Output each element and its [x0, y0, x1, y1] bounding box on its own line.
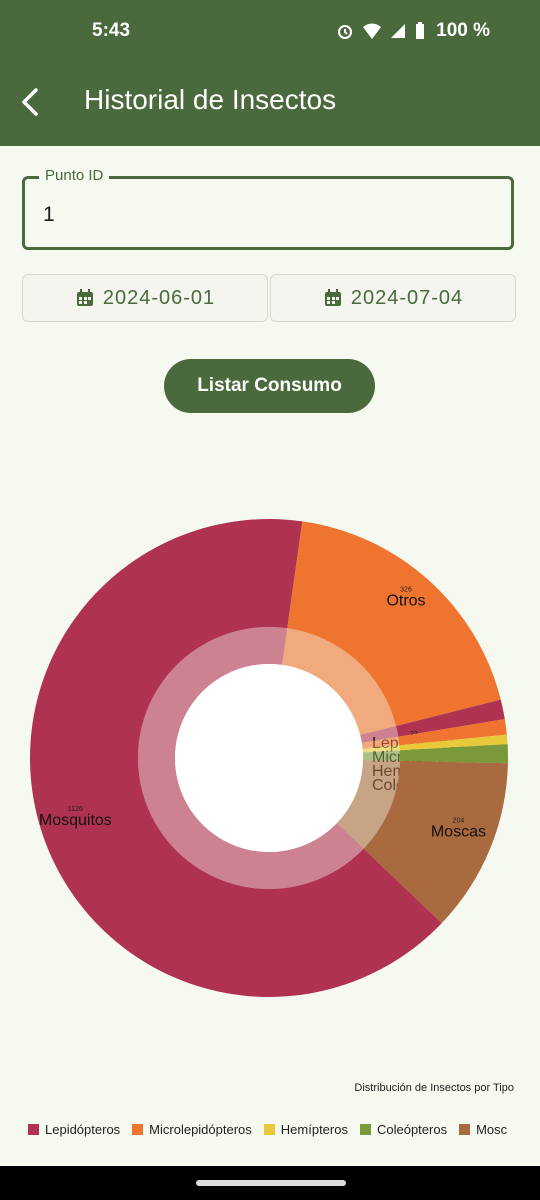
pie-inner-slice-mosquitos	[138, 627, 364, 889]
calendar-icon	[76, 289, 93, 306]
chart-title: Distribución de Insectos por Tipo	[354, 1082, 514, 1094]
battery-icon	[416, 22, 425, 39]
slice-label: Mosquitos	[39, 812, 112, 829]
donut-hole	[175, 664, 363, 852]
legend-swatch	[132, 1124, 144, 1135]
app-bar: Historial de Insectos	[0, 64, 540, 146]
end-date-button[interactable]: 2024-07-04	[270, 274, 516, 322]
status-right: 100 %	[336, 20, 490, 42]
legend-swatch	[28, 1124, 39, 1135]
pie-inner-slice-microlepidopteros	[361, 736, 400, 749]
signal-icon	[391, 24, 406, 38]
start-date-button[interactable]: 2024-06-01	[22, 274, 268, 322]
pie-inner-slice-otros	[282, 628, 397, 736]
legend-swatch	[359, 1124, 371, 1135]
chart-legend: Lepidópteros Microlepidópteros Hemípteros C…	[28, 1122, 540, 1137]
legend-label: Coleópteros	[376, 1122, 448, 1137]
status-bar: 5:43 100 %	[0, 0, 540, 64]
legend-item: Hemípteros	[263, 1122, 348, 1137]
back-arrow-icon[interactable]	[14, 84, 50, 120]
wifi-icon	[363, 23, 382, 39]
status-time: 5:43	[92, 20, 131, 41]
calendar-icon	[324, 289, 341, 306]
legend-label: Lepidópteros	[45, 1122, 121, 1137]
punto-id-label: Punto ID	[39, 167, 110, 184]
pie-inner-slice-coleopteros	[362, 750, 401, 761]
page-title: Historial de Insectos	[84, 84, 337, 115]
punto-id-field[interactable]: Punto ID 1	[22, 167, 514, 250]
pie-slice-moscas[interactable]	[363, 760, 508, 924]
pie-slice-hemipteros[interactable]	[399, 734, 508, 751]
legend-swatch	[263, 1124, 275, 1135]
battery-level: 100 %	[436, 20, 490, 41]
legend-label: Hemípteros	[280, 1122, 348, 1137]
legend-swatch	[459, 1124, 471, 1135]
start-date-label: 2024-06-01	[102, 286, 216, 309]
status-icons	[336, 22, 426, 40]
slice-label: Moscas	[431, 823, 486, 840]
punto-id-value[interactable]: 1	[43, 203, 55, 226]
slice-value-label: 1126	[68, 806, 83, 813]
pie-inner-slice-moscas	[336, 760, 400, 849]
pie-slice-microlepidopteros[interactable]	[398, 719, 507, 746]
pie-inner-slice-lepidopteros	[360, 725, 399, 743]
legend-item: Microlepidópteros	[132, 1122, 252, 1137]
list-consumption-button[interactable]: Listar Consumo	[164, 359, 375, 413]
slice-value-label: 326	[400, 587, 412, 594]
pie-slice-coleopteros[interactable]	[399, 744, 508, 764]
home-handle[interactable]	[196, 1180, 346, 1186]
legend-label: Mosc	[476, 1122, 508, 1137]
pie-inner-slice-hemipteros	[362, 745, 400, 753]
end-date-label: 2024-07-04	[350, 286, 464, 309]
legend-item: Lepidópteros	[28, 1122, 120, 1137]
navigation-bar	[0, 1166, 540, 1200]
pie-slice-otros[interactable]	[287, 521, 501, 726]
alarm-icon	[338, 25, 353, 39]
slice-label: Otros	[386, 593, 425, 610]
legend-item: Mosc	[459, 1122, 507, 1137]
pie-slice-lepidopteros[interactable]	[396, 699, 505, 737]
legend-label: Microlepidópteros	[149, 1122, 252, 1137]
legend-item: Coleópteros	[359, 1122, 448, 1137]
pie-slice-mosquitos[interactable]	[29, 518, 442, 998]
donut-chart: 1126Mosquitos326Otros23Lepidópteros18Mic…	[29, 518, 508, 998]
slice-value-label: 204	[453, 817, 465, 824]
